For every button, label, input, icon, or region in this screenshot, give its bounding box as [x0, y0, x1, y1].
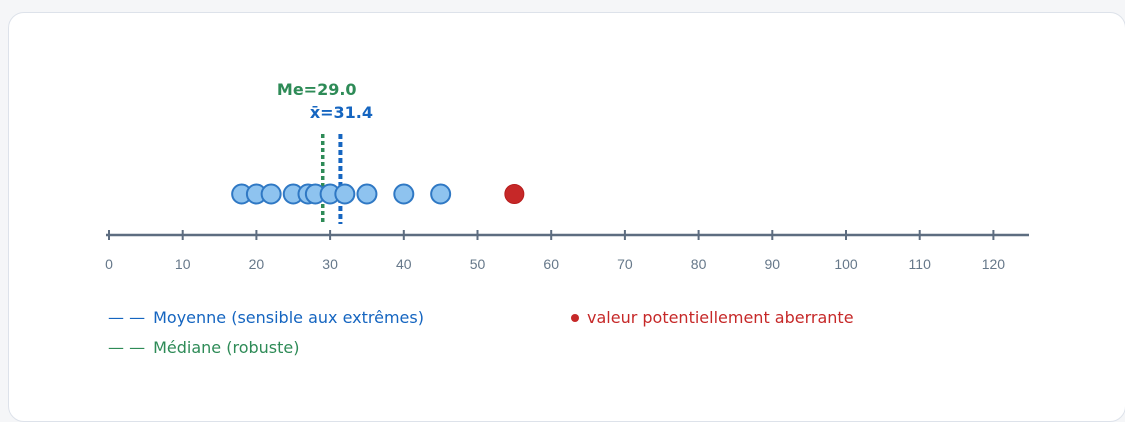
data-points [231, 183, 525, 205]
x-tick-label: 80 [691, 256, 707, 272]
x-tick-label: 120 [982, 256, 1006, 272]
legend-outlier-label: valeur potentiellement aberrante [587, 308, 854, 327]
x-tick-label: 30 [322, 256, 338, 272]
reference-lines [320, 134, 343, 224]
chart-card [8, 12, 1125, 422]
outlier-point [504, 184, 525, 204]
x-tick-label: 40 [396, 256, 412, 272]
data-point [260, 183, 282, 205]
x-tick-label: 0 [105, 256, 113, 272]
legend-mean-label: Moyenne (sensible aux extrêmes) [153, 308, 424, 327]
legend-median-dash: — — [108, 338, 146, 357]
x-tick-label: 90 [765, 256, 781, 272]
legend-outlier-dot [571, 313, 579, 322]
x-tick-label: 20 [249, 256, 265, 272]
legend-median-label: Médiane (robuste) [153, 338, 300, 357]
data-point [356, 183, 378, 205]
mean-label: x̄=31.4 [310, 103, 373, 122]
reference-labels: Me=29.0 x̄=31.4 [277, 80, 373, 122]
legend-mean: — — Moyenne (sensible aux extrêmes) [108, 308, 424, 327]
x-tick-label: 70 [617, 256, 633, 272]
x-tick-label: 60 [543, 256, 559, 272]
legend-outlier: valeur potentiellement aberrante [571, 308, 854, 327]
legend-median: — — Médiane (robuste) [108, 338, 299, 357]
data-point [430, 183, 452, 205]
data-point [393, 183, 415, 205]
legend-mean-dash: — — [108, 308, 146, 327]
x-tick-label: 110 [909, 256, 932, 272]
x-ticks: 0 10 20 30 40 50 60 70 80 90 100 110 120 [105, 230, 1005, 272]
x-tick-label: 100 [834, 256, 858, 272]
dot-plot: 0 10 20 30 40 50 60 70 80 90 100 110 120 Me=29.0 x̄=3… [105, 80, 1029, 272]
median-label: Me=29.0 [277, 80, 357, 99]
x-tick-label: 10 [175, 256, 191, 272]
x-tick-label: 50 [470, 256, 486, 272]
data-point [334, 183, 356, 205]
